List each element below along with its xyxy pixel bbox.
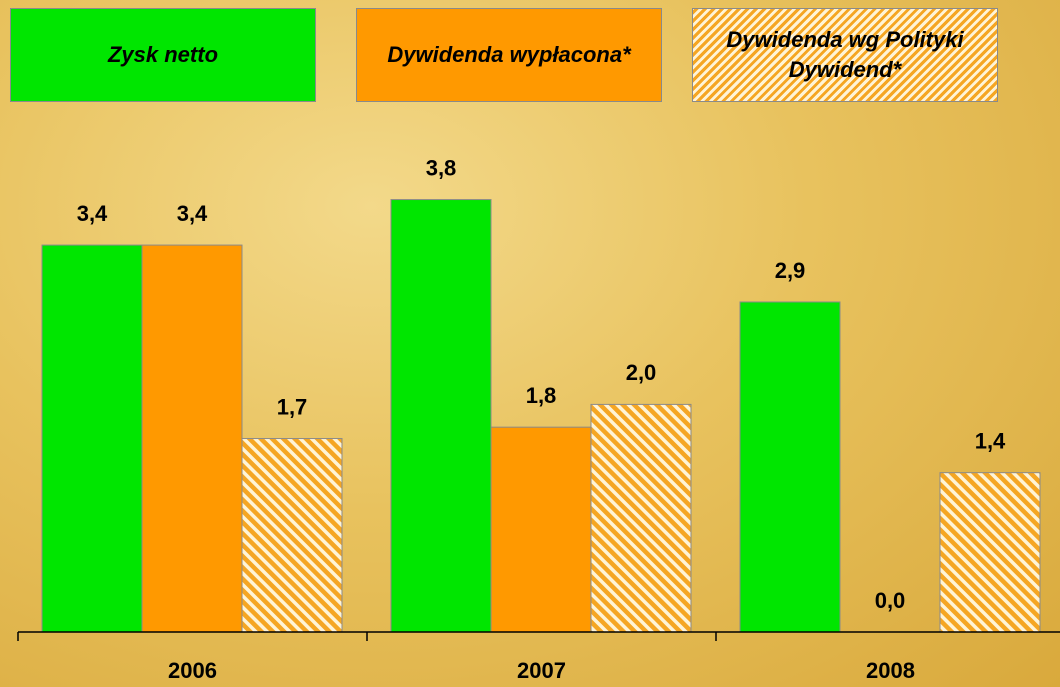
value-label: 1,7 — [277, 394, 308, 419]
bar — [141, 244, 243, 633]
bar — [241, 438, 343, 633]
x-tick-label: 2007 — [517, 658, 566, 683]
legend-entry: Zysk netto — [10, 8, 316, 102]
value-label: 1,8 — [526, 383, 557, 408]
legend-entry: Dywidenda wypłacona* — [356, 8, 662, 102]
bar — [590, 403, 692, 633]
value-label: 3,8 — [426, 155, 457, 180]
value-label: 0,0 — [875, 588, 906, 613]
value-label: 3,4 — [77, 201, 108, 226]
bar — [490, 426, 592, 633]
x-tick-label: 2006 — [168, 658, 217, 683]
bar — [390, 199, 492, 633]
value-label: 2,9 — [775, 258, 806, 283]
legend-label: Dywidenda wg Polityki Dywidend* — [726, 27, 964, 82]
bar — [939, 472, 1041, 633]
legend-entry: Dywidenda wg Polityki Dywidend* — [692, 8, 998, 102]
x-tick-label: 2008 — [866, 658, 915, 683]
value-label: 1,4 — [975, 428, 1006, 453]
value-label: 2,0 — [626, 360, 657, 385]
legend-label: Dywidenda wypłacona* — [387, 42, 631, 67]
bar — [41, 244, 143, 633]
bar — [739, 301, 841, 633]
legend-label: Zysk netto — [107, 42, 219, 67]
value-label: 3,4 — [177, 201, 208, 226]
